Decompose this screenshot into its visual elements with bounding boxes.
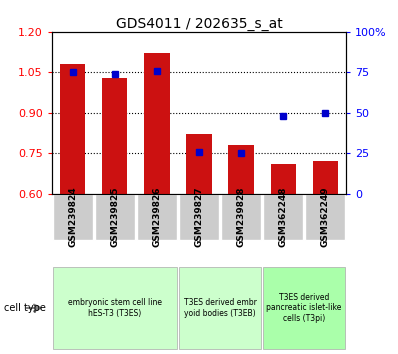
Text: cell type: cell type	[4, 303, 46, 313]
Text: GSM362248: GSM362248	[279, 187, 288, 247]
FancyBboxPatch shape	[305, 194, 345, 240]
Bar	[144, 53, 170, 194]
FancyBboxPatch shape	[179, 267, 261, 349]
Text: GSM239827: GSM239827	[195, 187, 203, 247]
FancyBboxPatch shape	[221, 194, 261, 240]
FancyBboxPatch shape	[95, 194, 135, 240]
Title: GDS4011 / 202635_s_at: GDS4011 / 202635_s_at	[116, 17, 282, 31]
FancyBboxPatch shape	[137, 194, 177, 240]
FancyBboxPatch shape	[53, 194, 93, 240]
FancyBboxPatch shape	[263, 267, 345, 349]
Bar	[186, 135, 212, 194]
Bar	[312, 161, 338, 194]
Text: GSM362249: GSM362249	[321, 187, 330, 247]
Text: T3ES derived embr
yoid bodies (T3EB): T3ES derived embr yoid bodies (T3EB)	[183, 298, 256, 318]
FancyBboxPatch shape	[179, 194, 219, 240]
Bar	[102, 78, 127, 194]
Text: embryonic stem cell line
hES-T3 (T3ES): embryonic stem cell line hES-T3 (T3ES)	[68, 298, 162, 318]
Bar	[228, 145, 254, 194]
FancyBboxPatch shape	[263, 194, 303, 240]
Text: GSM239824: GSM239824	[68, 187, 77, 247]
Text: GSM239828: GSM239828	[236, 187, 246, 247]
Bar	[271, 164, 296, 194]
Bar	[60, 64, 86, 194]
Text: GSM239825: GSM239825	[110, 187, 119, 247]
FancyBboxPatch shape	[53, 267, 177, 349]
Text: GSM239826: GSM239826	[152, 187, 162, 247]
Text: T3ES derived
pancreatic islet-like
cells (T3pi): T3ES derived pancreatic islet-like cells…	[267, 293, 342, 323]
